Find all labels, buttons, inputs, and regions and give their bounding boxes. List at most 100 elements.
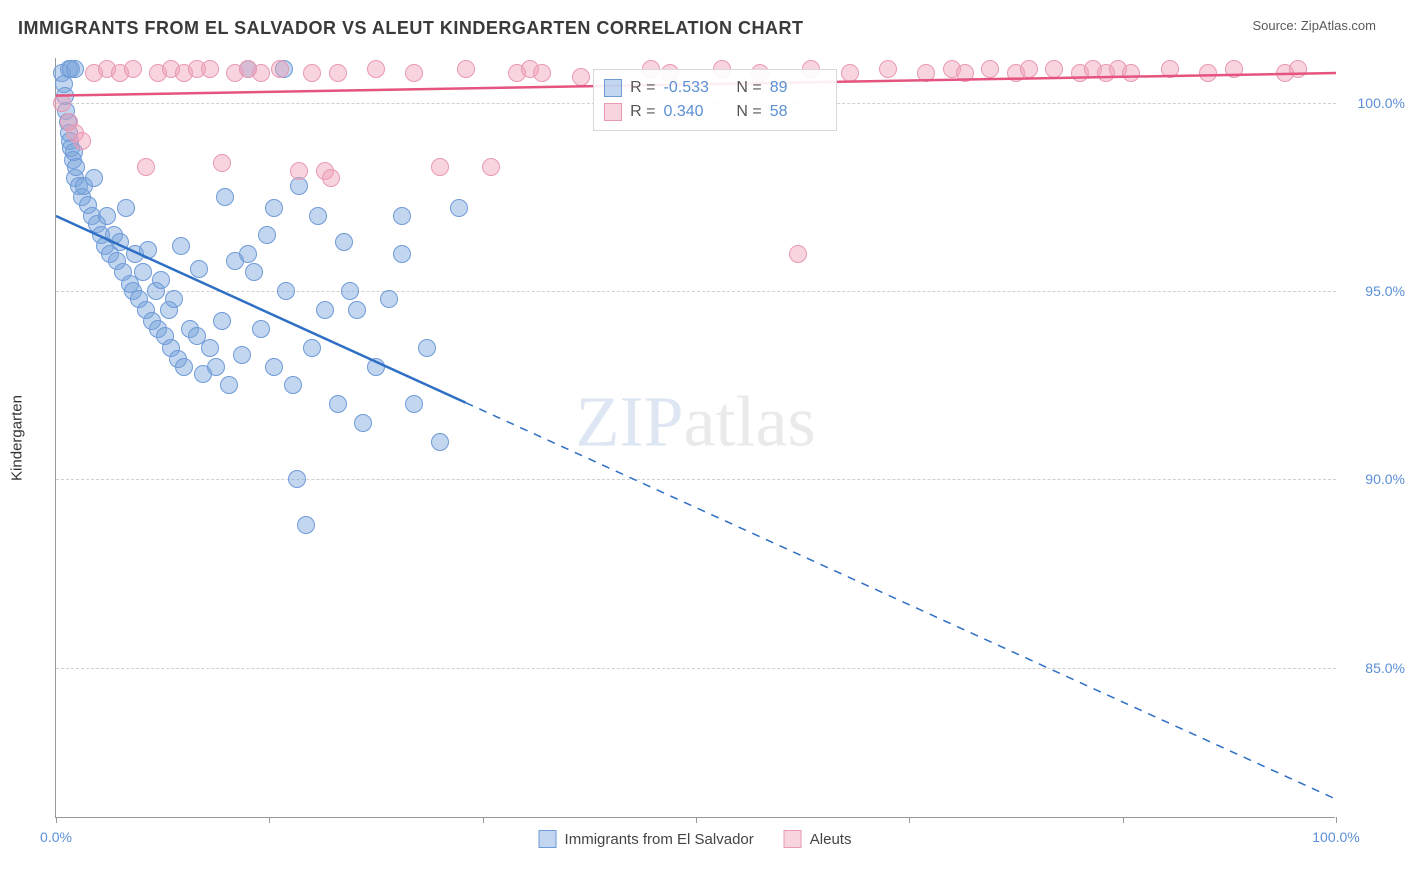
regression-line-dashed [466,403,1336,800]
header: IMMIGRANTS FROM EL SALVADOR VS ALEUT KIN… [0,0,1406,49]
scatter-marker [533,64,551,82]
stats-r-value: -0.533 [664,76,720,100]
scatter-marker [134,263,152,281]
scatter-marker [216,188,234,206]
stats-row: R = 0.340 N = 58 [604,100,826,124]
scatter-marker [139,241,157,259]
scatter-marker [53,94,71,112]
scatter-marker [152,271,170,289]
scatter-marker [789,245,807,263]
scatter-marker [367,358,385,376]
scatter-marker [190,260,208,278]
x-tick [909,817,910,823]
x-tick [483,817,484,823]
scatter-marker [265,358,283,376]
scatter-marker [201,339,219,357]
bottom-legend: Immigrants from El Salvador Aleuts [539,830,852,848]
scatter-marker [66,60,84,78]
scatter-marker [1020,60,1038,78]
scatter-marker [233,346,251,364]
legend-label: Immigrants from El Salvador [565,831,754,848]
scatter-marker [380,290,398,308]
chart-area: ZIPatlas 85.0%90.0%95.0%100.0%0.0%100.0%… [55,58,1335,818]
scatter-marker [956,64,974,82]
legend-swatch [784,830,802,848]
scatter-marker [303,339,321,357]
scatter-marker [405,64,423,82]
scatter-marker [316,301,334,319]
scatter-marker [981,60,999,78]
scatter-marker [73,132,91,150]
legend-swatch [604,79,622,97]
scatter-marker [879,60,897,78]
scatter-marker [165,290,183,308]
scatter-marker [303,64,321,82]
scatter-marker [457,60,475,78]
y-tick-label: 95.0% [1345,283,1405,299]
legend-swatch [539,830,557,848]
x-tick [56,817,57,823]
scatter-marker [252,320,270,338]
scatter-marker [288,470,306,488]
source-prefix: Source: [1252,18,1300,33]
scatter-marker [1199,64,1217,82]
stats-n-value: 58 [770,100,826,124]
scatter-marker [348,301,366,319]
scatter-marker [111,233,129,251]
gridline [56,479,1336,480]
regression-lines [56,58,1336,818]
scatter-marker [284,376,302,394]
gridline [56,291,1336,292]
legend-item: Aleuts [784,830,852,848]
scatter-marker [1225,60,1243,78]
scatter-marker [1045,60,1063,78]
scatter-marker [290,162,308,180]
scatter-marker [98,207,116,225]
stats-box: R = -0.533 N = 89R = 0.340 N = 58 [593,69,837,131]
scatter-marker [418,339,436,357]
stats-row: R = -0.533 N = 89 [604,76,826,100]
scatter-marker [213,154,231,172]
stats-n-value: 89 [770,76,826,100]
scatter-marker [67,158,85,176]
x-tick-label-right: 100.0% [1312,829,1359,845]
scatter-marker [482,158,500,176]
x-tick-label-left: 0.0% [40,829,72,845]
scatter-marker [213,312,231,330]
scatter-marker [329,395,347,413]
watermark-zip: ZIP [576,382,684,462]
scatter-marker [265,199,283,217]
legend-item: Immigrants from El Salvador [539,830,754,848]
y-tick-label: 90.0% [1345,471,1405,487]
source-link[interactable]: ZipAtlas.com [1301,18,1376,33]
scatter-marker [1289,60,1307,78]
scatter-marker [322,169,340,187]
watermark-atlas: atlas [684,382,816,462]
stats-r-value: 0.340 [664,100,720,124]
scatter-marker [354,414,372,432]
scatter-marker [271,60,289,78]
chart-title: IMMIGRANTS FROM EL SALVADOR VS ALEUT KIN… [18,18,803,39]
scatter-marker [341,282,359,300]
plot-region: ZIPatlas 85.0%90.0%95.0%100.0%0.0%100.0%… [55,58,1335,818]
source-attribution: Source: ZipAtlas.com [1252,18,1376,33]
scatter-marker [85,169,103,187]
scatter-marker [335,233,353,251]
scatter-marker [258,226,276,244]
gridline [56,668,1336,669]
x-tick [1336,817,1337,823]
scatter-marker [172,237,190,255]
scatter-marker [207,358,225,376]
scatter-marker [1161,60,1179,78]
scatter-marker [117,199,135,217]
x-tick [269,817,270,823]
scatter-marker [841,64,859,82]
y-tick-label: 100.0% [1345,95,1405,111]
stats-n-label: N = [728,100,762,124]
scatter-marker [124,60,142,78]
scatter-marker [245,263,263,281]
scatter-marker [917,64,935,82]
y-tick-label: 85.0% [1345,660,1405,676]
stats-r-label: R = [630,76,655,100]
scatter-marker [393,245,411,263]
